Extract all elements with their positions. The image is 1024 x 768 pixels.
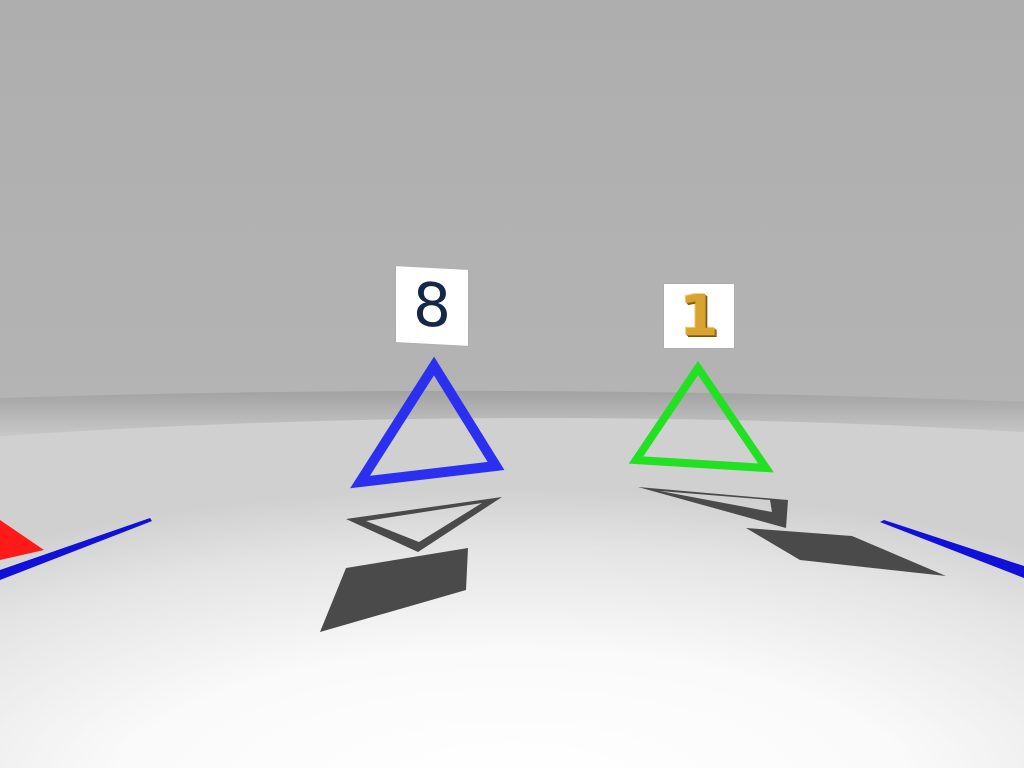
green-triangle-shadow bbox=[638, 487, 788, 528]
blue-label-shadow bbox=[320, 548, 468, 632]
green-triangle[interactable] bbox=[628, 360, 774, 473]
wall-base-band bbox=[0, 390, 1024, 436]
number-text-8: 8 bbox=[412, 269, 452, 343]
red-shape-left[interactable] bbox=[0, 520, 44, 560]
number-label-1: 1 bbox=[664, 283, 734, 349]
blue-triangle-shadow bbox=[346, 497, 502, 552]
blue-stripe-right bbox=[880, 520, 1024, 578]
floor bbox=[0, 417, 1024, 768]
blue-stripe-left bbox=[0, 518, 152, 580]
number-label-8: 8 bbox=[396, 266, 468, 346]
number-text-1: 1 bbox=[679, 283, 719, 349]
back-wall bbox=[0, 0, 1024, 420]
blue-triangle[interactable] bbox=[350, 356, 505, 489]
green-label-shadow bbox=[746, 528, 946, 576]
